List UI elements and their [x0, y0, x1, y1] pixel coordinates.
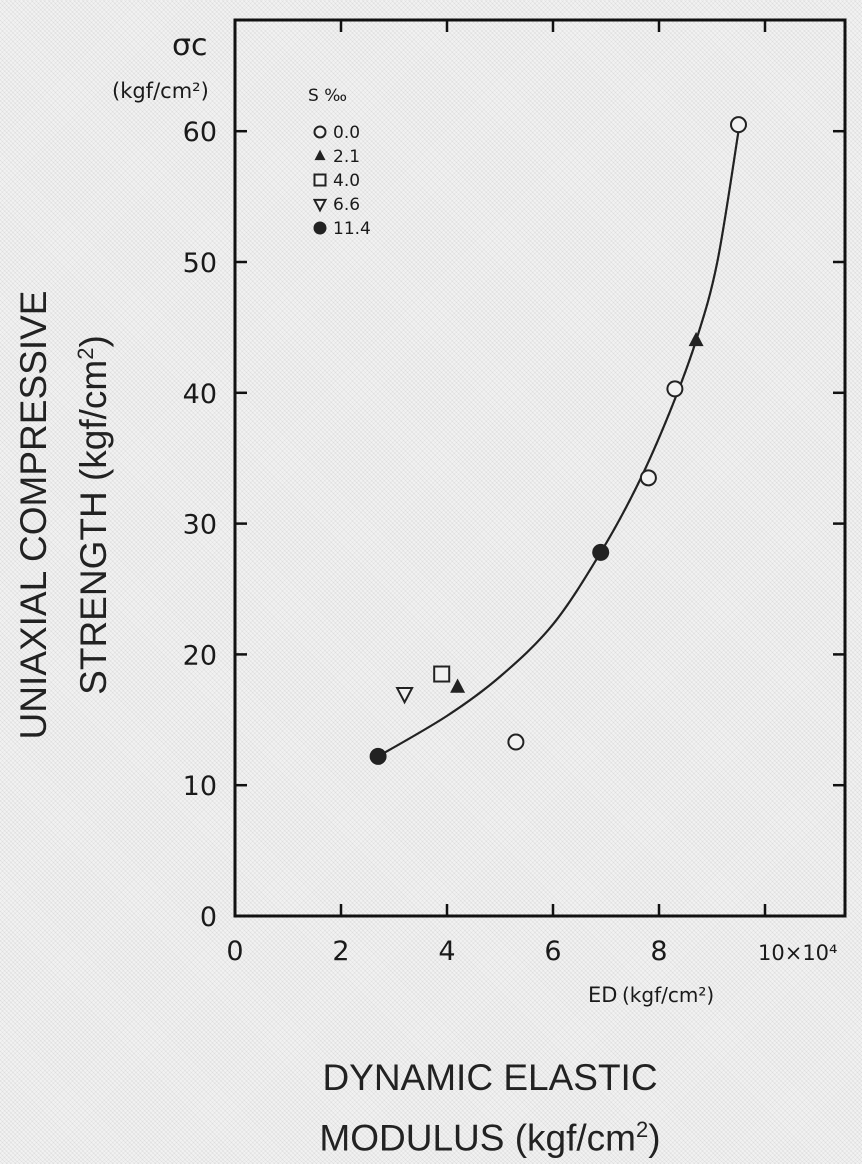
plot-frame	[233, 18, 847, 918]
legend-label: 0.0	[333, 123, 360, 143]
y-axis-caption: UNIAXIAL COMPRESSIVE STRENGTH (kgf/cm2)	[8, 291, 120, 740]
data-point	[666, 380, 684, 398]
tick-marks	[235, 20, 845, 916]
legend-marker	[313, 173, 327, 187]
y-tick-label: 40	[183, 379, 217, 410]
x-caption-line-1: DYNAMIC ELASTIC	[322, 1057, 658, 1098]
x-tick-label: 8	[650, 936, 667, 967]
x-multiplier: 10×10⁴	[758, 941, 837, 965]
y-caption-sup: 2	[72, 347, 98, 360]
plot-border	[233, 18, 847, 918]
y-caption-close: )	[73, 335, 115, 348]
tick-labels: 0 2 4 6 8 0 10 20 30 40 50 60	[183, 117, 668, 967]
legend-marker	[314, 149, 326, 161]
legend-title: S ‰	[308, 86, 347, 106]
y-tick-label: 10	[183, 771, 217, 802]
legend-marker	[312, 198, 328, 213]
data-point	[730, 116, 747, 134]
x-axis-caption: DYNAMIC ELASTIC MODULUS (kgf/cm2)	[319, 1052, 660, 1164]
y-caption-line-2: STRENGTH (kgf/cm2)	[60, 291, 120, 740]
data-point	[433, 665, 451, 683]
fit-curve-path	[377, 131, 740, 758]
data-point	[369, 747, 387, 765]
x-caption-sup: 2	[636, 1117, 649, 1142]
legend-label: 6.6	[333, 195, 360, 215]
x-tick-label: 4	[438, 936, 455, 967]
y-tick-label: 60	[183, 117, 217, 148]
x-symbol: ED	[588, 983, 617, 1007]
y-caption-line-1: UNIAXIAL COMPRESSIVE	[12, 290, 54, 740]
legend-label: 2.1	[333, 147, 360, 167]
y-caption-text: STRENGTH (kgf/cm	[73, 359, 115, 695]
data-point	[592, 543, 610, 561]
x-caption-text: MODULUS (kgf/cm	[319, 1117, 636, 1159]
data-point	[450, 678, 466, 693]
x-tick-label: 6	[544, 936, 561, 967]
data-point	[639, 469, 657, 487]
y-tick-label: 30	[183, 510, 217, 541]
y-unit: (kgf/cm²)	[112, 79, 209, 103]
legend-marker	[313, 125, 327, 139]
legend: S ‰ 0.0 2.1 4.0 6.6 11.4	[308, 86, 371, 239]
legend-label: 4.0	[333, 171, 360, 191]
y-tick-label: 0	[200, 902, 217, 933]
data-point	[688, 331, 704, 347]
y-tick-label: 50	[183, 248, 217, 279]
legend-marker	[313, 221, 327, 235]
legend-label: 11.4	[333, 219, 371, 239]
x-caption-line-2: MODULUS (kgf/cm2)	[319, 1104, 660, 1164]
fit-curve	[377, 131, 740, 758]
data-points	[369, 116, 747, 765]
data-point	[507, 733, 525, 751]
x-tick-label: 2	[332, 936, 349, 967]
y-symbol: σc	[172, 28, 208, 63]
x-caption-close: )	[648, 1117, 661, 1159]
y-tick-label: 20	[183, 640, 217, 671]
corner-axis-labels: σc (kgf/cm²) ED (kgf/cm²) 10×10⁴	[112, 28, 837, 1007]
x-unit: (kgf/cm²)	[622, 983, 714, 1007]
x-tick-label: 0	[226, 936, 243, 967]
data-point	[395, 687, 414, 705]
